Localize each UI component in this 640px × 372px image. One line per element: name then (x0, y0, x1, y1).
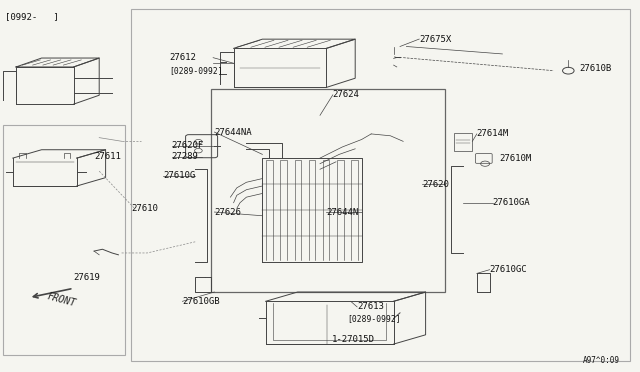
Text: [0289-0992]: [0289-0992] (348, 314, 401, 323)
Bar (454, 133, 472, 151)
Text: 27626: 27626 (214, 208, 241, 217)
Text: [0992-   ]: [0992- ] (5, 12, 59, 21)
Bar (3, 125, 125, 355)
Text: 27619: 27619 (74, 273, 100, 282)
Text: 27620: 27620 (422, 180, 449, 189)
Text: 27610B: 27610B (579, 64, 611, 73)
Text: 27644NA: 27644NA (214, 128, 252, 137)
Text: 27644N: 27644N (326, 208, 358, 217)
Text: A97^0:09: A97^0:09 (582, 356, 620, 365)
Text: 27610GC: 27610GC (490, 265, 527, 274)
Text: 27610GA: 27610GA (493, 198, 531, 207)
Text: 27620F: 27620F (172, 141, 204, 150)
Text: 27624: 27624 (333, 90, 360, 99)
Text: FRONT: FRONT (46, 292, 77, 309)
Text: 27289: 27289 (172, 153, 198, 161)
Text: 27675X: 27675X (419, 35, 451, 44)
Text: 27610M: 27610M (499, 154, 531, 163)
Text: 27612: 27612 (170, 53, 196, 62)
Text: 27614M: 27614M (477, 129, 509, 138)
Text: 27610GB: 27610GB (182, 297, 220, 306)
Text: 27610: 27610 (131, 204, 158, 213)
Text: 27611: 27611 (95, 152, 122, 161)
Text: [0289-0992]: [0289-0992] (170, 66, 223, 75)
Text: 27610G: 27610G (163, 171, 195, 180)
Text: 1-27015D: 1-27015D (332, 335, 374, 344)
Bar (211, 89, 445, 292)
Bar (131, 9, 630, 361)
Text: 27613: 27613 (357, 302, 384, 311)
